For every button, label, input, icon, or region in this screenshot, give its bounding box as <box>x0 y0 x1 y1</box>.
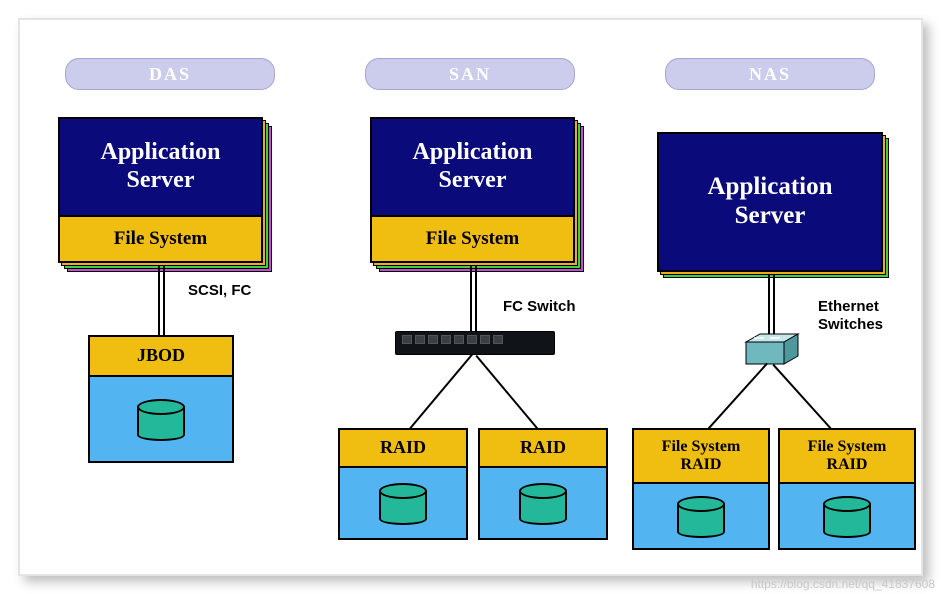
app-line2: Server <box>372 167 573 195</box>
conn-nas-top <box>768 274 775 334</box>
app-line1: Application <box>60 139 261 167</box>
nas2-line1: File System <box>808 438 887 456</box>
raid1-label: RAID <box>380 438 426 458</box>
diag-san-right <box>475 355 541 433</box>
app-line2: Server <box>60 167 261 195</box>
cylinder-icon <box>137 399 185 441</box>
raid2-label: RAID <box>520 438 566 458</box>
diag-nas-left <box>703 363 768 435</box>
server-das: Application Server File System <box>58 117 263 263</box>
app-server-san: Application Server <box>370 117 575 217</box>
storage-raid-1: RAID <box>338 428 468 540</box>
diag-nas-right <box>773 364 838 436</box>
fc-switch-icon <box>395 331 555 355</box>
nas1-line1: File System <box>662 438 741 456</box>
diag-san-left <box>407 354 473 432</box>
app-line2: Server <box>659 202 881 231</box>
storage-nas-2: File System RAID <box>778 428 916 550</box>
pill-nas: NAS <box>665 58 875 90</box>
conn-label-das: SCSI, FC <box>188 282 251 299</box>
conn-das <box>158 265 165 335</box>
pill-san: SAN <box>365 58 575 90</box>
app-line1: Application <box>659 173 881 202</box>
filesystem-san: File System <box>370 217 575 263</box>
diagram-frame: DAS Application Server File System SCSI,… <box>18 18 923 576</box>
watermark: https://blog.csdn.net/qq_41837608 <box>751 577 935 591</box>
conn-label-nas: Ethernet Switches <box>818 298 883 334</box>
conn-san-top <box>470 265 477 331</box>
storage-raid-2: RAID <box>478 428 608 540</box>
cylinder-icon <box>677 496 725 538</box>
storage-nas-1: File System RAID <box>632 428 770 550</box>
app-line1: Application <box>372 139 573 167</box>
cylinder-icon <box>823 496 871 538</box>
conn-label-san: FC Switch <box>503 298 576 315</box>
app-server-das: Application Server <box>58 117 263 217</box>
pill-das: DAS <box>65 58 275 90</box>
column-san: SAN Application Server File System FC Sw… <box>320 20 620 574</box>
nas2-line2: RAID <box>827 456 868 474</box>
server-san: Application Server File System <box>370 117 575 263</box>
server-nas: Application Server <box>657 132 883 272</box>
jbod-label: JBOD <box>137 346 185 366</box>
ethernet-switch-icon <box>740 332 800 368</box>
storage-jbod: JBOD <box>88 335 234 463</box>
filesystem-das: File System <box>58 217 263 263</box>
column-nas: NAS Application Server Ethernet Switches <box>620 20 920 574</box>
cylinder-icon <box>519 483 567 525</box>
nas1-line2: RAID <box>681 456 722 474</box>
column-das: DAS Application Server File System SCSI,… <box>20 20 320 574</box>
cylinder-icon <box>379 483 427 525</box>
app-server-nas: Application Server <box>657 132 883 272</box>
